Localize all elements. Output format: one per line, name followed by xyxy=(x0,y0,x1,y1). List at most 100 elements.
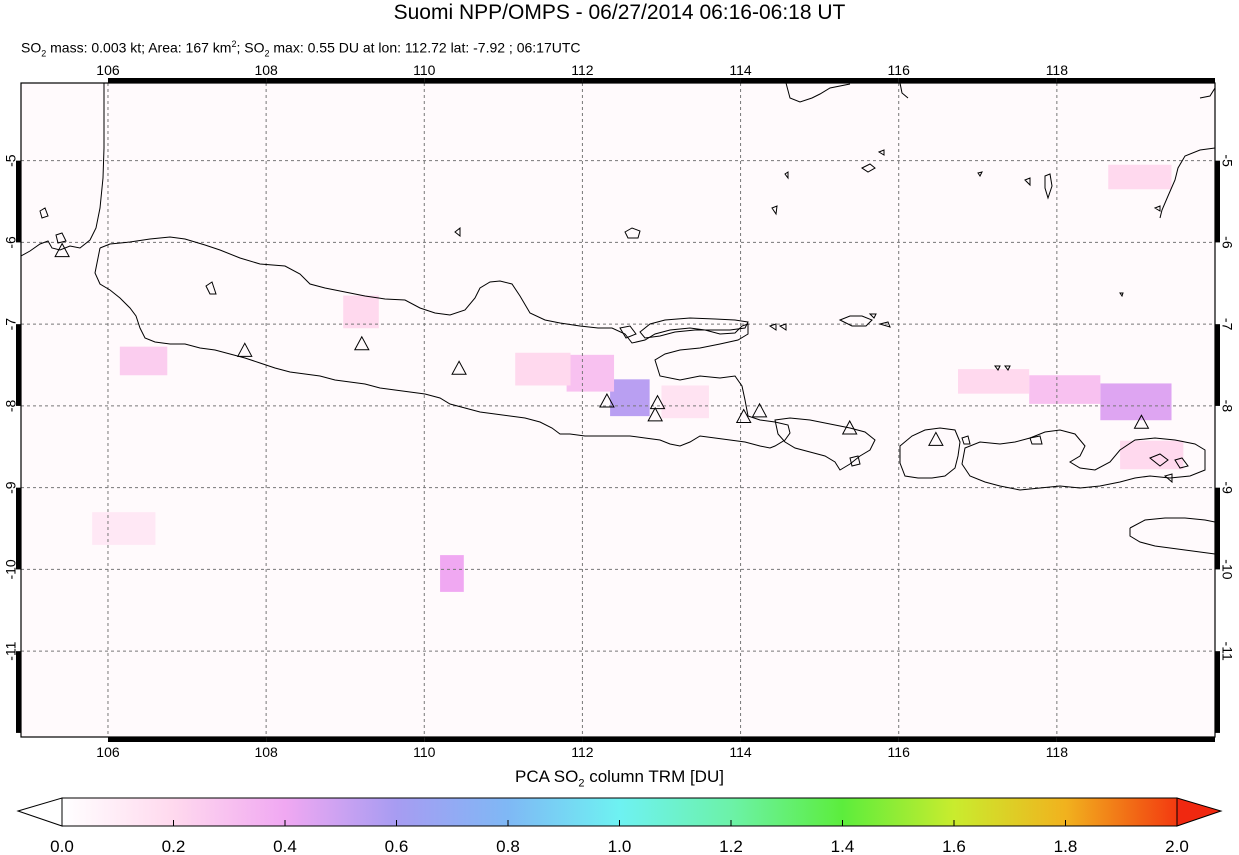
colorbar-tick-label: 2.0 xyxy=(1165,837,1189,855)
colorbar-tick-label: 0.6 xyxy=(385,837,409,855)
volcano-markers xyxy=(54,242,1150,446)
colorbar-tick-label: 0.2 xyxy=(162,837,186,855)
frame-bar xyxy=(582,737,741,742)
frame-bar xyxy=(266,78,425,83)
so2-pixel xyxy=(343,295,379,329)
bali-coast xyxy=(774,417,876,471)
lon-tick-label-bottom: 110 xyxy=(413,744,436,758)
lon-tick-label-top: 106 xyxy=(96,62,120,78)
lat-tick-label-right: -11 xyxy=(1219,642,1235,661)
lat-tick-label-right: -6 xyxy=(1219,236,1235,249)
frame-bar xyxy=(1215,324,1220,406)
frame-bar xyxy=(16,651,21,733)
colorbar-over-arrow xyxy=(1176,797,1223,827)
volcano-triangle-icon xyxy=(236,342,253,357)
lat-tick-label-left: -10 xyxy=(3,559,19,579)
sumbawa-coast xyxy=(961,429,1206,491)
frame-bar xyxy=(740,737,899,742)
so2-pixel xyxy=(1029,375,1101,404)
volcano-triangle-icon xyxy=(451,360,467,375)
lat-tick-label-right: -8 xyxy=(1219,400,1235,413)
volcano-triangle-icon xyxy=(647,406,664,422)
volcano-triangle-icon xyxy=(751,402,768,418)
colorbar-tick-label: 1.4 xyxy=(831,837,855,855)
lat-tick-label-left: -7 xyxy=(3,318,19,331)
so2-pixel xyxy=(1108,164,1172,190)
frame-bar xyxy=(1215,651,1220,733)
lon-tick-label-top: 116 xyxy=(888,62,911,78)
colorbar-title: PCA SO2 column TRM [DU] xyxy=(515,767,724,790)
small-islands xyxy=(39,171,1189,484)
so2-pixel-layer xyxy=(92,164,1184,592)
lat-tick-label-right: -5 xyxy=(1219,154,1235,167)
lat-tick-label-left: -8 xyxy=(3,399,19,412)
frame-bar xyxy=(898,737,1057,742)
lon-tick-label-top: 114 xyxy=(729,62,752,78)
lon-tick-label-bottom: 116 xyxy=(888,744,911,758)
frame-bar xyxy=(107,737,267,742)
graticule xyxy=(21,83,1215,737)
bawean-island xyxy=(861,149,885,173)
frame-bar xyxy=(898,78,1057,83)
madura-coast xyxy=(639,317,749,339)
so2-pixel xyxy=(1100,383,1172,421)
coastlines xyxy=(21,83,1215,555)
so2-pixel xyxy=(515,352,571,386)
colorbar-tick-label: 1.0 xyxy=(608,837,632,855)
frame-bar xyxy=(266,737,425,742)
frame-bar xyxy=(424,78,583,83)
lat-tick-label-left: -5 xyxy=(3,154,19,167)
lat-tick-label-left: -6 xyxy=(3,236,19,249)
sumba-coast xyxy=(1129,517,1215,555)
so2-pixel xyxy=(1120,440,1184,470)
karimunjawa-island xyxy=(624,227,641,239)
volcano-triangle-icon xyxy=(54,242,70,258)
lon-tick-label-top: 112 xyxy=(571,62,594,78)
frame-bar xyxy=(16,324,21,406)
so2-pixel xyxy=(440,555,464,592)
map-title: Suomi NPP/OMPS - 06/27/2014 06:16-06:18 … xyxy=(393,1,846,24)
colorbar-tick-label: 1.8 xyxy=(1054,837,1078,855)
colorbar-tick-label: 0.8 xyxy=(496,837,520,855)
frame-bar xyxy=(1215,160,1220,243)
colorbar-under-arrow xyxy=(16,797,63,827)
volcano-triangle-icon xyxy=(1133,414,1150,429)
frame-bar xyxy=(107,78,267,83)
lon-tick-label-top: 110 xyxy=(413,62,436,78)
so2-pixel xyxy=(610,379,650,417)
volcano-triangle-icon xyxy=(649,394,666,410)
lombok-coast xyxy=(899,427,961,479)
so2-summary: SO2 mass: 0.003 kt; Area: 167 km2; SO2 m… xyxy=(21,39,581,59)
lon-tick-label-top: 108 xyxy=(254,62,278,78)
frame-bar xyxy=(582,78,741,83)
lat-tick-label-left: -9 xyxy=(3,481,19,494)
volcano-triangle-icon xyxy=(353,335,370,351)
lon-tick-label-bottom: 108 xyxy=(254,744,278,758)
lon-tick-label-top: 118 xyxy=(1046,62,1069,78)
frame-bar xyxy=(16,487,21,570)
colorbar-tick-label: 0.4 xyxy=(273,837,297,855)
so2-colorbar: 0.0 0.2 0.4 0.6 0.8 1.0 1.2 1.4 1.6 1.8 2.0 xyxy=(16,797,1223,855)
java-coast xyxy=(94,236,791,449)
lat-tick-label-right: -10 xyxy=(1219,559,1235,579)
lon-tick-label-bottom: 106 xyxy=(96,744,120,758)
lat-tick-label-right: -9 xyxy=(1219,481,1235,494)
so2-pixel xyxy=(661,385,709,419)
map-frame xyxy=(16,78,1220,742)
lat-tick-label-right: -7 xyxy=(1219,318,1235,331)
volcano-triangle-icon xyxy=(928,431,944,446)
so2-map: 106 106 108 108 110 110 112 112 114 114 116 116 118 1… xyxy=(3,62,1236,758)
frame-bar xyxy=(16,160,21,243)
lon-tick-label-bottom: 114 xyxy=(729,744,752,758)
axis-labels: 106 106 108 108 110 110 112 112 114 114 116 116 118 1… xyxy=(3,62,1236,758)
frame-bar xyxy=(1056,78,1215,83)
kangean-islands xyxy=(838,313,891,328)
lat-tick-label-left: -11 xyxy=(3,641,19,660)
lon-tick-label-bottom: 118 xyxy=(1046,744,1069,758)
kalimantan-coast xyxy=(1159,87,1215,219)
volcano-triangle-icon xyxy=(599,392,615,408)
borneo-south-coast xyxy=(785,83,909,103)
frame-bar xyxy=(424,737,583,742)
so2-pixel xyxy=(566,354,615,392)
frame-bar xyxy=(1215,487,1220,570)
